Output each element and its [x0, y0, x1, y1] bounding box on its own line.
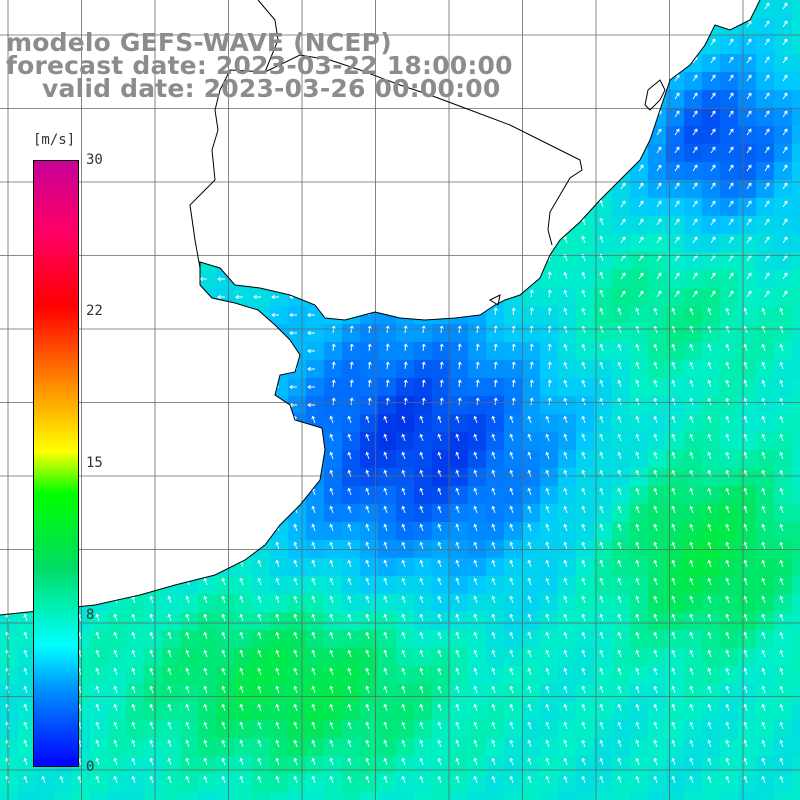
lagoon-outline	[644, 79, 666, 111]
colorbar	[33, 160, 79, 767]
colorbar-tick: 30	[86, 152, 103, 168]
estuary-line	[257, 0, 279, 73]
colorbar-tick: 22	[86, 303, 103, 319]
colorbar-unit-label: [m/s]	[33, 132, 76, 148]
valid-date-label: valid date: 2023-03-26 00:00:00	[42, 74, 501, 103]
colorbar-tick: 15	[86, 455, 103, 471]
port-outline	[488, 294, 501, 306]
coastline	[0, 0, 761, 616]
river-border-line	[189, 54, 583, 269]
colorbar-tick: 0	[86, 759, 95, 775]
forecast-date-label: forecast date: 2023-03-22 18:00:00	[6, 51, 513, 80]
colorbar-tick: 8	[86, 607, 95, 623]
map-title-line1: modelo GEFS-WAVE (NCEP)	[6, 28, 392, 57]
